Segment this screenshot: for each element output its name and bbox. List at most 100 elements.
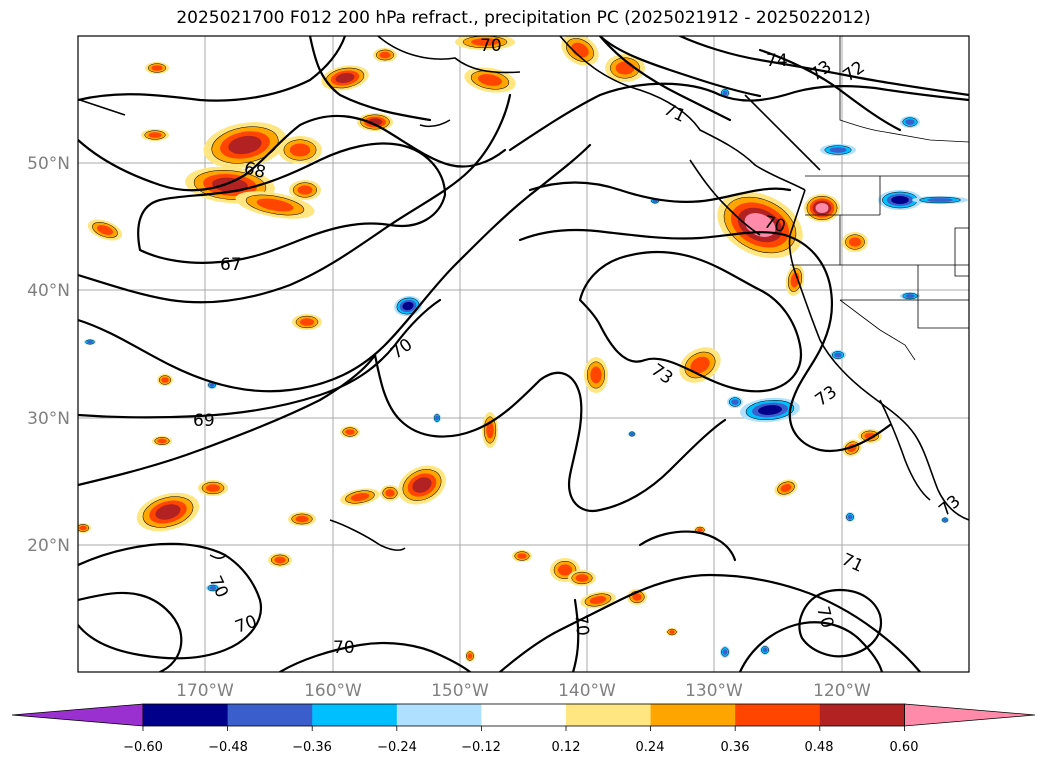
colorbar-segment (143, 704, 229, 726)
lat-label: 40°N (27, 281, 70, 301)
precip-level (905, 294, 915, 298)
precip-cell (584, 357, 608, 393)
precip-level (87, 340, 93, 344)
precip-cell (580, 591, 616, 609)
precip-cell (804, 194, 840, 222)
precipitation-anomaly-shading (78, 36, 968, 662)
precip-cell (288, 512, 316, 526)
precip-level (228, 135, 262, 155)
precip-level (345, 429, 355, 435)
precip-cell (152, 436, 172, 446)
precip-level (943, 518, 947, 522)
refractivity-contours (78, 36, 969, 672)
colorbar-tick-label: −0.60 (123, 740, 163, 755)
lat-label: 50°N (27, 154, 70, 174)
political-borders (790, 36, 969, 361)
precip-level (615, 61, 635, 75)
coastlines (79, 36, 969, 560)
precip-cell (145, 62, 169, 74)
colorbar-tick-label: 0.12 (552, 740, 581, 755)
precip-cell (235, 191, 315, 219)
precip-cell (340, 426, 360, 438)
precip-level (690, 356, 710, 374)
precip-level (256, 198, 294, 212)
colorbar-tick-label: −0.48 (208, 740, 248, 755)
precip-level (762, 647, 768, 653)
lon-label: 130°W (685, 681, 743, 701)
colorbar-segment (481, 704, 567, 726)
lon-label: 160°W (304, 681, 362, 701)
precip-level (402, 301, 414, 311)
colorbar-segment (735, 704, 821, 726)
precip-cell (717, 191, 803, 259)
precip-cell (465, 650, 475, 662)
precip-cell (136, 492, 200, 532)
precip-level (96, 225, 114, 235)
precip-level (590, 366, 602, 384)
precip-level (815, 202, 829, 214)
contour-label: 69 (193, 411, 215, 431)
colorbar-tick-label: 0.24 (636, 740, 665, 755)
precip-level (891, 196, 909, 204)
precip-level (161, 377, 169, 383)
precip-cell (720, 88, 730, 98)
precip-cell (820, 144, 856, 156)
precip-level (209, 383, 215, 387)
contour-label: 70 (480, 36, 502, 56)
colorbar-segment (650, 704, 736, 726)
precip-cell (740, 397, 800, 423)
colorbar-segment (227, 704, 313, 726)
precip-cell (605, 54, 645, 82)
precip-level (926, 198, 954, 202)
colorbar-tick-label: 0.60 (890, 740, 919, 755)
precip-cell (727, 396, 743, 408)
precip-cell (568, 570, 596, 586)
precip-cell (340, 488, 380, 506)
lon-label: 120°W (813, 681, 871, 701)
colorbar-segment (396, 704, 482, 726)
precip-cell (289, 180, 321, 200)
precip-cell (87, 219, 123, 241)
precip-cell (141, 129, 169, 141)
precip-level (467, 653, 473, 659)
lon-label: 140°W (558, 681, 616, 701)
precip-level (212, 177, 248, 193)
precip-level (847, 514, 853, 520)
precip-cell (398, 465, 446, 505)
precip-level (848, 237, 862, 247)
precip-level (385, 489, 395, 497)
precip-level (157, 438, 167, 444)
precip-level (412, 477, 432, 493)
colorbar-tick-label: −0.36 (292, 740, 332, 755)
precip-cell (84, 339, 96, 345)
precip-level (435, 415, 439, 421)
precip-cell (830, 350, 846, 360)
precip-cell (321, 65, 369, 91)
longitude-labels: 170°W 160°W 150°W 140°W 130°W 120°W (176, 681, 871, 701)
precip-level (722, 649, 728, 655)
precip-cell (845, 512, 855, 522)
contour-label: 67 (220, 255, 242, 275)
precip-level (486, 421, 494, 439)
precip-cell (900, 116, 920, 128)
precip-cell (878, 190, 922, 210)
precip-level (632, 593, 642, 601)
precip-cell (206, 584, 220, 592)
precip-level (151, 65, 163, 71)
precip-level (834, 352, 842, 358)
precip-level (558, 564, 572, 576)
precip-level (297, 185, 313, 195)
colorbar-tick-labels: −0.60 −0.48 −0.36 −0.24 −0.12 0.12 0.24 … (123, 740, 918, 755)
colorbar-segment (312, 704, 398, 726)
precip-level (517, 553, 527, 559)
colorbar-extend-low (11, 703, 144, 727)
precip-level (829, 147, 847, 153)
precip-level (300, 318, 314, 326)
precip-cell (455, 36, 515, 50)
precip-level (289, 143, 311, 157)
precip-cell (268, 553, 292, 567)
precip-level (155, 504, 181, 520)
precip-cell (433, 413, 441, 423)
precip-level (274, 556, 286, 564)
